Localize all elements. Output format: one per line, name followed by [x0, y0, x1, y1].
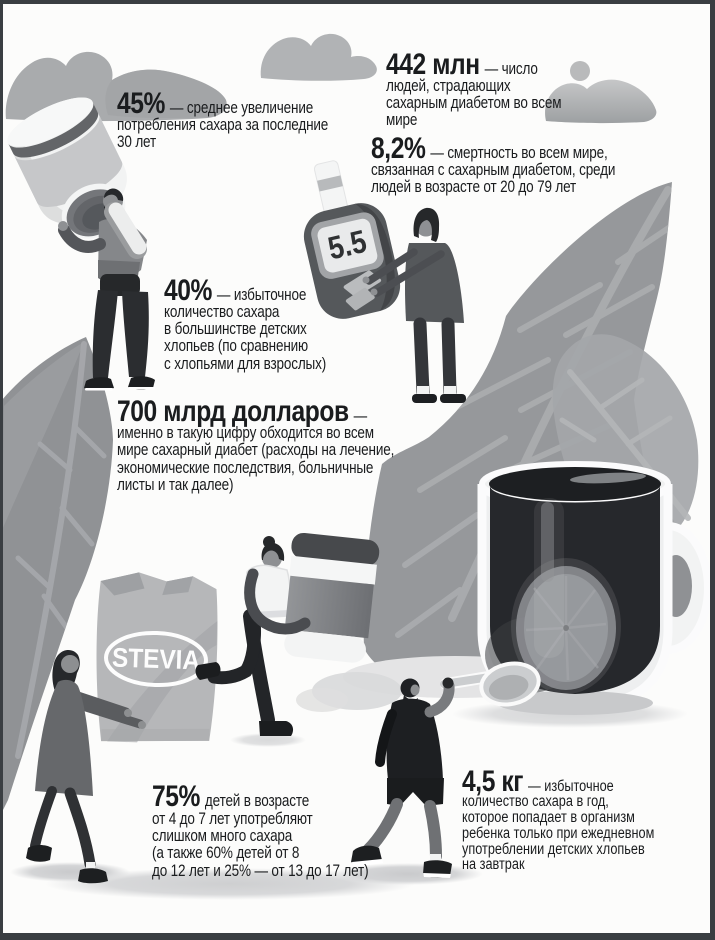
stat-text-line: ребенка только при ежедневном — [461, 824, 654, 842]
cloud-right — [545, 61, 657, 124]
walking-man — [351, 677, 455, 878]
stat-text-line: листы и так далее) — [117, 476, 234, 495]
reaching-woman-dress — [35, 679, 93, 796]
stat-text-line: именно в такую цифру обходится во всем — [117, 424, 374, 443]
ground-shadows — [10, 733, 483, 900]
stat-text-line: 30 лет — [117, 133, 157, 152]
stat-text-line: людей, страдающих — [386, 76, 511, 95]
walking-man-front-leg — [424, 800, 442, 862]
stat-text-line: мире сахарный диабет (расходы на лечение… — [117, 441, 395, 460]
stat-value: 4,5 кг — [461, 764, 524, 798]
cloud-middle — [260, 33, 377, 81]
glucometer-screen — [317, 218, 378, 273]
stat-text-line: с хлопьями для взрослых) — [163, 354, 326, 373]
stat-text-line: употреблении детских хлопьев — [461, 840, 645, 858]
stat-yearly-sugar: 4,5 кг — избыточное количество сахара в г… — [461, 766, 654, 874]
man-right-shoe — [128, 376, 155, 390]
man-cap — [104, 188, 124, 201]
glucometer-scene: 5.5 — [303, 160, 466, 403]
cloud-left-shade — [105, 69, 227, 119]
sugar-jar-scene — [7, 97, 155, 391]
stat-text-line: — среднее увеличение — [169, 98, 314, 117]
mug-reflections — [534, 498, 564, 658]
stat-text-line: слишком много сахара — [151, 826, 292, 845]
jar-carrier-back-leg — [207, 611, 261, 685]
stat-value: 40% — [163, 273, 212, 307]
glucometer-button-2 — [345, 287, 375, 311]
stat-text-line: потребления сахара за последние — [117, 115, 329, 134]
glucometer-woman-hair — [413, 207, 440, 242]
reaching-woman-face — [61, 655, 79, 673]
man-left-leg — [92, 290, 118, 378]
stat-text-line: — смертность во всем мире, — [430, 143, 608, 162]
stat-text-line: мире — [386, 111, 418, 130]
lemon-slice — [511, 558, 621, 694]
stat-value: 8,2% — [371, 131, 426, 165]
man-with-jar — [58, 188, 155, 391]
stat-text-line: на завтрак — [461, 856, 525, 874]
jar-carrier-scene — [195, 532, 380, 736]
man-right-arm — [108, 202, 147, 255]
jar-carrier-arm — [244, 568, 311, 635]
stat-text-line: — число — [484, 59, 538, 78]
stat-text-line: детей в возрасте — [204, 792, 309, 811]
stat-text-line: — избыточное — [216, 285, 306, 304]
stat-value: 700 млрд долларов — [117, 394, 349, 428]
stat-text-line: сахарным диабетом во всем — [386, 94, 562, 113]
stat-text-line: связанная с сахарным диабетом, среди — [371, 160, 616, 179]
stat-value: 45% — [117, 86, 166, 120]
walking-man-fist — [442, 677, 454, 689]
stat-text-line: в большинстве детских — [163, 320, 307, 339]
stat-text-line: экономические последствия, больничные — [117, 458, 374, 477]
tea-surface-highlight — [570, 472, 646, 484]
stat-diabetes-count: 442 млн — число людей, страдающих сахарны… — [386, 49, 562, 130]
stat-world-cost: 700 млрд долларов — именно в такую цифру … — [117, 396, 395, 495]
carried-jar — [284, 532, 380, 663]
man-left-arm — [58, 224, 106, 253]
stevia-bag: STEVIA — [96, 572, 218, 743]
stat-text-line: — избыточное — [527, 777, 614, 795]
stat-cereal-sugar: 40% — избыточное количество сахара в боль… — [163, 275, 326, 373]
glucometer-reading: 5.5 — [325, 223, 370, 267]
glucometer-woman — [362, 207, 466, 403]
stat-text-line: — — [353, 406, 368, 425]
stat-mortality: 8,2% — смертность во всем мире, связанная… — [371, 133, 616, 197]
stat-value: 75% — [151, 780, 200, 814]
man-right-leg — [122, 291, 149, 377]
walking-man-face — [410, 684, 420, 696]
stat-text-line: хлопьев (по сравнению — [163, 337, 308, 356]
leaf-left — [2, 337, 113, 812]
walking-man-shirt — [386, 698, 443, 780]
stat-text-line: до 12 лет и 25% — от 13 до 17 лет) — [151, 861, 369, 880]
glucometer: 5.5 — [303, 160, 401, 319]
reaching-woman — [26, 649, 146, 884]
walking-man-raised-arm — [424, 680, 455, 718]
walking-man-shorts — [387, 778, 444, 806]
mug-of-tea — [452, 461, 712, 728]
stevia-label: STEVIA — [112, 642, 201, 675]
stat-text-line: которое попадает в организм — [461, 809, 635, 827]
stat-text-line: (а также 60% детей от 8 — [151, 844, 299, 863]
stat-sugar-increase: 45% — среднее увеличение потребления саха… — [117, 88, 329, 152]
stat-text-line: от 4 до 7 лет употребляют — [151, 809, 313, 828]
stat-value: 442 млн — [386, 47, 480, 81]
stat-text-line: количество сахара — [163, 302, 279, 321]
stat-children-sugar: 75% детей в возрасте от 4 до 7 лет употре… — [151, 782, 369, 880]
man-left-shoe — [84, 377, 114, 391]
stat-text-line: людей в возрасте от 20 до 79 лет — [371, 178, 577, 197]
stat-text-line: количество сахара в год, — [461, 793, 609, 811]
stevia-ellipse — [104, 630, 208, 688]
